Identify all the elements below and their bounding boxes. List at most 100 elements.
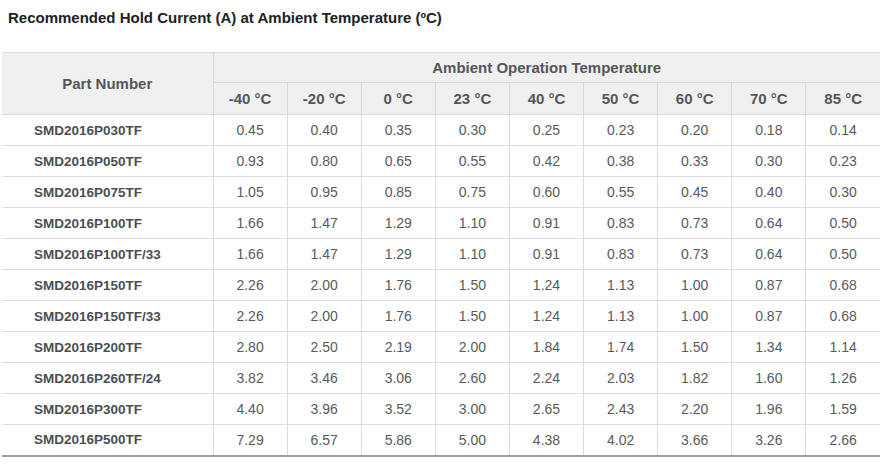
ambient-temperature-group-header: Ambient Operation Temperature (213, 53, 880, 83)
table-body: SMD2016P030TF0.450.400.350.300.250.230.2… (2, 115, 880, 456)
hold-current-value: 3.06 (361, 363, 435, 394)
hold-current-value: 0.45 (213, 115, 287, 146)
hold-current-value: 3.26 (732, 425, 806, 456)
hold-current-value: 0.40 (732, 177, 806, 208)
hold-current-value: 2.00 (287, 270, 361, 301)
hold-current-value: 3.66 (658, 425, 732, 456)
temp-column-header: 0 °C (361, 83, 435, 115)
part-number-cell: SMD2016P050TF (2, 146, 213, 177)
hold-current-value: 0.80 (287, 146, 361, 177)
temp-column-header: -40 °C (213, 83, 287, 115)
hold-current-value: 0.83 (584, 208, 658, 239)
hold-current-value: 0.30 (732, 146, 806, 177)
hold-current-value: 0.64 (732, 208, 806, 239)
hold-current-value: 1.05 (213, 177, 287, 208)
hold-current-value: 1.50 (658, 332, 732, 363)
hold-current-value: 3.46 (287, 363, 361, 394)
temp-column-header: -20 °C (287, 83, 361, 115)
part-number-cell: SMD2016P150TF/33 (2, 301, 213, 332)
hold-current-value: 2.20 (658, 394, 732, 425)
hold-current-value: 0.30 (435, 115, 509, 146)
table-row: SMD2016P030TF0.450.400.350.300.250.230.2… (2, 115, 880, 146)
table-row: SMD2016P100TF1.661.471.291.100.910.830.7… (2, 208, 880, 239)
table-row: SMD2016P200TF2.802.502.192.001.841.741.5… (2, 332, 880, 363)
hold-current-value: 0.83 (584, 239, 658, 270)
part-number-column-header: Part Number (2, 53, 213, 115)
hold-current-value: 0.20 (658, 115, 732, 146)
hold-current-value: 3.00 (435, 394, 509, 425)
hold-current-value: 0.93 (213, 146, 287, 177)
hold-current-value: 0.45 (658, 177, 732, 208)
hold-current-value: 1.00 (658, 301, 732, 332)
hold-current-table: Part Number Ambient Operation Temperatur… (2, 52, 880, 457)
hold-current-value: 1.14 (806, 332, 880, 363)
part-number-cell: SMD2016P150TF (2, 270, 213, 301)
hold-current-value: 4.38 (509, 425, 583, 456)
hold-current-value: 1.66 (213, 239, 287, 270)
hold-current-value: 1.74 (584, 332, 658, 363)
hold-current-value: 3.82 (213, 363, 287, 394)
hold-current-value: 1.50 (435, 270, 509, 301)
hold-current-value: 0.55 (435, 146, 509, 177)
table-header: Part Number Ambient Operation Temperatur… (2, 53, 880, 115)
hold-current-value: 1.84 (509, 332, 583, 363)
table-row: SMD2016P500TF7.296.575.865.004.384.023.6… (2, 425, 880, 456)
hold-current-value: 1.96 (732, 394, 806, 425)
hold-current-value: 0.30 (806, 177, 880, 208)
hold-current-value: 0.87 (732, 301, 806, 332)
hold-current-value: 7.29 (213, 425, 287, 456)
hold-current-value: 0.68 (806, 270, 880, 301)
part-number-cell: SMD2016P300TF (2, 394, 213, 425)
hold-current-value: 1.59 (806, 394, 880, 425)
hold-current-value: 0.95 (287, 177, 361, 208)
group-header-row: Part Number Ambient Operation Temperatur… (2, 53, 880, 83)
hold-current-value: 2.65 (509, 394, 583, 425)
hold-current-value: 4.02 (584, 425, 658, 456)
hold-current-value: 0.85 (361, 177, 435, 208)
part-number-cell: SMD2016P200TF (2, 332, 213, 363)
hold-current-value: 1.10 (435, 239, 509, 270)
part-number-cell: SMD2016P100TF/33 (2, 239, 213, 270)
hold-current-value: 0.73 (658, 208, 732, 239)
hold-current-value: 1.24 (509, 301, 583, 332)
temp-column-header: 23 °C (435, 83, 509, 115)
hold-current-value: 2.43 (584, 394, 658, 425)
hold-current-value: 0.33 (658, 146, 732, 177)
hold-current-value: 2.26 (213, 270, 287, 301)
hold-current-value: 0.75 (435, 177, 509, 208)
hold-current-value: 1.00 (658, 270, 732, 301)
temp-column-header: 40 °C (509, 83, 583, 115)
table-row: SMD2016P100TF/331.661.471.291.100.910.83… (2, 239, 880, 270)
hold-current-value: 1.47 (287, 208, 361, 239)
part-number-cell: SMD2016P075TF (2, 177, 213, 208)
hold-current-value: 1.24 (509, 270, 583, 301)
hold-current-value: 0.50 (806, 208, 880, 239)
hold-current-value: 0.60 (509, 177, 583, 208)
hold-current-value: 1.50 (435, 301, 509, 332)
hold-current-value: 3.52 (361, 394, 435, 425)
hold-current-value: 2.50 (287, 332, 361, 363)
hold-current-value: 5.00 (435, 425, 509, 456)
hold-current-value: 0.91 (509, 239, 583, 270)
hold-current-value: 1.66 (213, 208, 287, 239)
hold-current-value: 0.38 (584, 146, 658, 177)
hold-current-value: 0.25 (509, 115, 583, 146)
hold-current-value: 1.82 (658, 363, 732, 394)
hold-current-value: 2.00 (435, 332, 509, 363)
hold-current-value: 6.57 (287, 425, 361, 456)
hold-current-value: 2.03 (584, 363, 658, 394)
table-row: SMD2016P150TF2.262.001.761.501.241.131.0… (2, 270, 880, 301)
hold-current-value: 0.65 (361, 146, 435, 177)
table-row: SMD2016P260TF/243.823.463.062.602.242.03… (2, 363, 880, 394)
hold-current-value: 1.13 (584, 301, 658, 332)
hold-current-value: 1.10 (435, 208, 509, 239)
hold-current-value: 1.60 (732, 363, 806, 394)
hold-current-value: 3.96 (287, 394, 361, 425)
temp-column-header: 60 °C (658, 83, 732, 115)
hold-current-value: 0.91 (509, 208, 583, 239)
hold-current-value: 1.34 (732, 332, 806, 363)
hold-current-value: 0.64 (732, 239, 806, 270)
hold-current-value: 2.60 (435, 363, 509, 394)
hold-current-value: 0.23 (584, 115, 658, 146)
hold-current-value: 0.55 (584, 177, 658, 208)
